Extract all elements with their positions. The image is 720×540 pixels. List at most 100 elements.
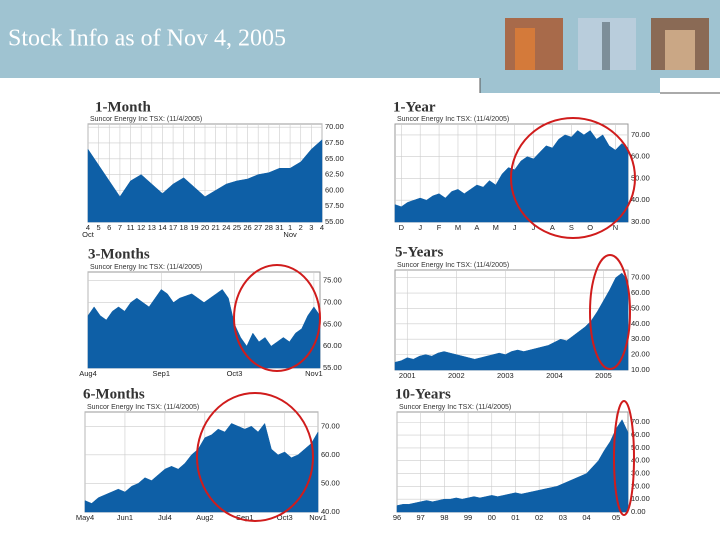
x-tick-label: J — [418, 223, 422, 232]
y-tick-label: 75.00 — [323, 276, 342, 285]
y-tick-label: 60.00 — [321, 450, 340, 459]
y-tick-label: 50.00 — [321, 478, 340, 487]
y-tick-label: 65.00 — [325, 154, 344, 163]
x-tick-label: 01 — [511, 513, 519, 522]
y-tick-label: 30.00 — [631, 217, 650, 226]
x-tick-label: 12 — [137, 223, 145, 232]
x-tick-label: A — [550, 223, 555, 232]
x-tick-label: Nov1 — [305, 369, 323, 378]
x-tick-label: 20 — [201, 223, 209, 232]
x-tick-label: 6 — [107, 223, 111, 232]
x-tick-label: A — [474, 223, 479, 232]
y-tick-label: 70.00 — [323, 298, 342, 307]
x-tick-label: Sep1 — [152, 369, 170, 378]
x-tick-label: 2004 — [546, 371, 563, 380]
x-tick-label: 2003 — [497, 371, 514, 380]
x-tick-label: 28 — [265, 223, 273, 232]
x-tick-label: 25 — [233, 223, 241, 232]
y-tick-label: 40.00 — [631, 319, 650, 328]
y-tick-label: 20.00 — [631, 481, 650, 490]
x-tick-label: May4 — [76, 513, 94, 522]
highlight-circle — [613, 400, 635, 516]
x-tick-label: N — [613, 223, 618, 232]
x-tick-label: Aug2 — [196, 513, 214, 522]
x-tick-label: 98 — [440, 513, 448, 522]
x-tick-label: J — [513, 223, 517, 232]
x-tick-label: 1 — [288, 223, 292, 232]
x-tick-label: 97 — [417, 513, 425, 522]
x-tick-label: 04 — [582, 513, 590, 522]
y-tick-label: 50.00 — [631, 173, 650, 182]
price-area — [87, 139, 323, 223]
x-tick-label: 00 — [488, 513, 496, 522]
y-tick-label: 50.00 — [631, 303, 650, 312]
x-tick-label: Jun1 — [117, 513, 133, 522]
y-tick-label: 62.50 — [325, 170, 344, 179]
photo-detail — [602, 22, 610, 70]
x-tick-label: 4 — [86, 223, 90, 232]
x-tick-label: M — [455, 223, 461, 232]
highlight-circle — [589, 254, 631, 370]
x-sublabel: Oct — [82, 230, 95, 239]
x-tick-label: S — [569, 223, 574, 232]
x-tick-label: 18 — [180, 223, 188, 232]
chart-title: 3-Months — [88, 246, 150, 262]
x-tick-label: Nov1 — [309, 513, 327, 522]
y-tick-label: 40.00 — [631, 195, 650, 204]
y-tick-label: 70.00 — [321, 421, 340, 430]
x-tick-label: 17 — [169, 223, 177, 232]
y-tick-label: 67.50 — [325, 138, 344, 147]
chart-title: 1-Month — [95, 99, 151, 115]
x-tick-label: 7 — [118, 223, 122, 232]
chart-subtitle: Suncor Energy Inc TSX: (11/4/2005) — [87, 404, 199, 411]
x-tick-label: 2002 — [448, 371, 465, 380]
x-tick-label: 27 — [254, 223, 262, 232]
y-tick-label: 0.00 — [631, 507, 646, 516]
y-tick-label: 70.00 — [631, 273, 650, 282]
y-tick-label: 70.00 — [325, 122, 344, 131]
x-tick-label: 03 — [559, 513, 567, 522]
y-tick-label: 10.00 — [631, 365, 650, 374]
y-tick-label: 60.00 — [631, 288, 650, 297]
x-tick-label: Sep1 — [236, 513, 254, 522]
y-tick-label: 30.00 — [631, 334, 650, 343]
highlights — [196, 117, 636, 522]
x-tick-label: 14 — [158, 223, 166, 232]
x-tick-label: D — [399, 223, 405, 232]
x-tick-label: 4 — [320, 223, 324, 232]
y-tick-label: 57.50 — [325, 201, 344, 210]
x-tick-label: 2005 — [595, 371, 612, 380]
x-tick-label: 31 — [275, 223, 283, 232]
price-area — [394, 272, 629, 371]
x-tick-label: 5 — [97, 223, 101, 232]
price-area — [84, 422, 319, 513]
x-tick-label: M — [493, 223, 499, 232]
x-tick-label: 13 — [148, 223, 156, 232]
y-tick-label: 70.00 — [631, 130, 650, 139]
x-tick-label: Oct3 — [277, 513, 293, 522]
chart-title: 10-Years — [395, 386, 451, 402]
x-tick-label: 2001 — [399, 371, 416, 380]
y-tick-label: 50.00 — [631, 443, 650, 452]
x-tick-label: 05 — [612, 513, 620, 522]
x-tick-label: 96 — [393, 513, 401, 522]
highlight-circle — [510, 117, 636, 239]
chart-title: 6-Months — [83, 386, 145, 402]
x-tick-label: Jul4 — [158, 513, 172, 522]
x-tick-label: 2 — [299, 223, 303, 232]
y-tick-label: 40.00 — [631, 456, 650, 465]
y-tick-label: 65.00 — [323, 319, 342, 328]
y-tick-label: 10.00 — [631, 494, 650, 503]
photo-detail — [665, 30, 695, 70]
x-tick-label: 19 — [190, 223, 198, 232]
x-tick-label: F — [437, 223, 442, 232]
y-tick-label: 40.00 — [321, 507, 340, 516]
chart-subtitle: Suncor Energy Inc TSX: (11/4/2005) — [90, 264, 202, 271]
y-tick-label: 60.00 — [325, 185, 344, 194]
y-tick-label: 55.00 — [325, 217, 344, 226]
chart-subtitle: Suncor Energy Inc TSX: (11/4/2005) — [397, 262, 509, 269]
chart-subtitle: Suncor Energy Inc TSX: (11/4/2005) — [397, 116, 509, 123]
x-tick-label: 26 — [243, 223, 251, 232]
y-tick-label: 60.00 — [631, 152, 650, 161]
y-tick-label: 60.00 — [323, 341, 342, 350]
